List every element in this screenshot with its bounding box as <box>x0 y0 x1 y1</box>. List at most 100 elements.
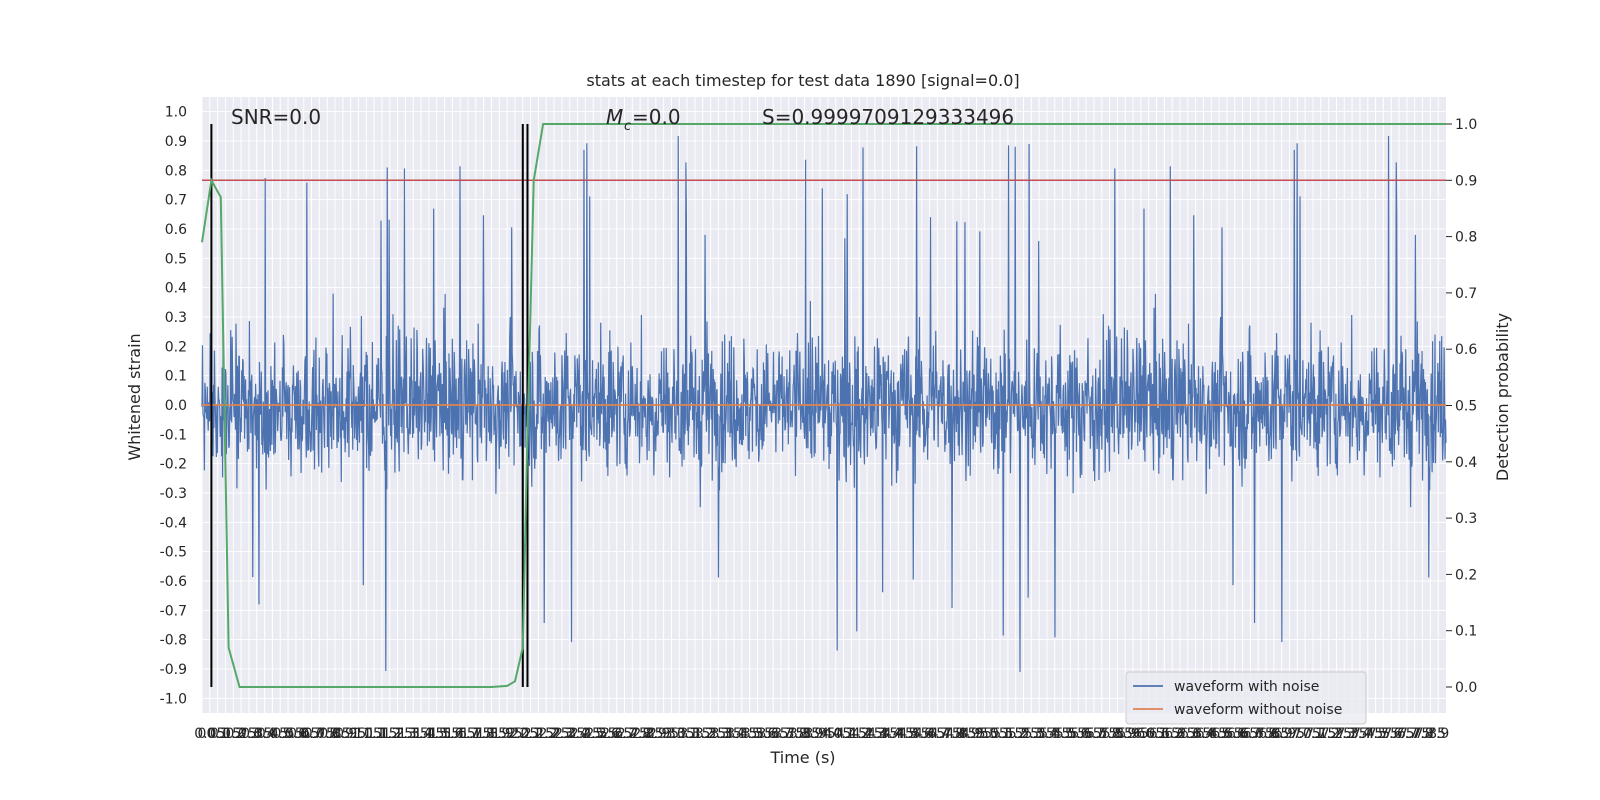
x-tick-label: 3.65 <box>758 726 789 742</box>
y-tick-label: -1.0 <box>160 691 187 707</box>
x-tick-label: 6.4 <box>1192 726 1214 742</box>
x-tick-label: 0.8 <box>316 726 338 742</box>
x-tick-label: 0.85 <box>319 726 350 742</box>
x-tick-label: 0.9 <box>332 726 354 742</box>
x-tick-label: 1.35 <box>398 726 429 742</box>
x-tick-label: 1 <box>354 726 363 742</box>
x-tick-label: 1.3 <box>394 726 416 742</box>
x-tick-label: 1.65 <box>445 726 476 742</box>
x-tick-label: 2.65 <box>601 726 632 742</box>
x-axis-label: Time (s) <box>769 748 835 767</box>
x-tick-label: 5.75 <box>1086 726 1117 742</box>
y-tick-label: 0.2 <box>165 339 187 355</box>
x-tick-label: 1.75 <box>460 726 491 742</box>
x-tick-label: 5.85 <box>1102 726 1133 742</box>
y-right-tick-label: 0.7 <box>1455 286 1477 302</box>
y-tick-label: -0.9 <box>160 662 187 678</box>
x-tick-label: 2.05 <box>507 726 538 742</box>
chart-title: stats at each timestep for test data 189… <box>586 71 1019 90</box>
x-tick-label: 5.1 <box>989 726 1011 742</box>
x-tick-label: 5.55 <box>1055 726 1086 742</box>
x-tick-label: 3.4 <box>723 726 745 742</box>
x-tick-label: 7.7 <box>1396 726 1418 742</box>
x-tick-label: 0.1 <box>207 726 229 742</box>
legend-label-clean: waveform without noise <box>1174 702 1342 718</box>
y-axis-right-label: Detection probability <box>1493 313 1512 481</box>
x-tick-label: 4.35 <box>867 726 898 742</box>
x-tick-label: 2.2 <box>535 726 557 742</box>
y-tick-label: 0.6 <box>165 222 187 238</box>
y-right-tick-label: 0.8 <box>1455 230 1477 246</box>
x-tick-label: 6.1 <box>1145 726 1167 742</box>
x-tick-label: 0.7 <box>300 726 322 742</box>
x-tick-label: 6.55 <box>1211 726 1242 742</box>
x-tick-label: 1.05 <box>351 726 382 742</box>
x-tick-label: 6.7 <box>1239 726 1261 742</box>
x-tick-label: 4.6 <box>911 726 933 742</box>
x-tick-label: 1.25 <box>382 726 413 742</box>
x-tick-label: 0 <box>198 726 207 742</box>
legend-box <box>1125 671 1367 725</box>
y-tick-label: 0.4 <box>165 281 187 297</box>
y-right-tick-label: 0.4 <box>1455 455 1477 471</box>
x-tick-label: 2.55 <box>585 726 616 742</box>
x-tick-label: 4.05 <box>820 726 851 742</box>
x-tick-label: 5.3 <box>1020 726 1042 742</box>
x-tick-label: 4.7 <box>926 726 948 742</box>
y-tick-label: 0.0 <box>165 398 187 414</box>
x-tick-label: 7.2 <box>1318 726 1340 742</box>
s-statistic-annotation: S=0.9999709129333496 <box>762 105 1014 129</box>
x-tick-label: 0.6 <box>285 726 307 742</box>
x-tick-label: 2.7 <box>613 726 635 742</box>
y-right-tick-label: 0.6 <box>1455 342 1477 358</box>
x-tick-label: 1.8 <box>473 726 495 742</box>
x-tick-label: 1.7 <box>457 726 479 742</box>
x-tick-label: 0.65 <box>288 726 319 742</box>
x-tick-label: 7.1 <box>1302 726 1324 742</box>
y-axis-ticks: 1.0 0.9 0.8 0.7 0.6 0.5 0.4 0.3 0.2 0.1 0.0 -0.1 -0.… <box>160 105 187 708</box>
waveform-with-noise-line <box>201 136 1447 672</box>
x-tick-label: 7.25 <box>1321 726 1352 742</box>
x-tick-label: 2.1 <box>519 726 541 742</box>
x-tick-label: 3.3 <box>707 726 729 742</box>
series-detection-probability <box>201 123 1446 688</box>
y-right-tick-label: 1.0 <box>1455 117 1477 133</box>
x-tick-label: 7.65 <box>1383 726 1414 742</box>
x-tick-label: 5.4 <box>1036 726 1058 742</box>
x-tick-label: 6.85 <box>1258 726 1289 742</box>
y-tick-label: -0.1 <box>160 427 187 443</box>
y-tick-label: -0.8 <box>160 633 187 649</box>
x-tick-label: 3.8 <box>785 726 807 742</box>
x-tick-label: 2.85 <box>632 726 663 742</box>
x-tick-label: 4.3 <box>864 726 886 742</box>
y-right-tick-label: 0.9 <box>1455 173 1477 189</box>
x-tick-label: 0.45 <box>257 726 288 742</box>
detection-probability-line <box>201 123 1446 688</box>
x-tick-label: 6 <box>1136 726 1145 742</box>
x-tick-label: 3.85 <box>789 726 820 742</box>
x-tick-label: 4.45 <box>883 726 914 742</box>
y-right-tick-label: 0.3 <box>1455 511 1477 527</box>
x-tick-label: 6.2 <box>1161 726 1183 742</box>
x-tick-label: 3.9 <box>801 726 823 742</box>
x-tick-label: 6.15 <box>1149 726 1180 742</box>
x-tick-label: 7.55 <box>1368 726 1399 742</box>
x-tick-label: 0.75 <box>304 726 335 742</box>
x-tick-label: 5.65 <box>1071 726 1102 742</box>
x-tick-label: 1.55 <box>429 726 460 742</box>
legend-label-noise: waveform with noise <box>1174 679 1319 695</box>
x-tick-label: 7.5 <box>1364 726 1386 742</box>
x-tick-label: 7 <box>1293 726 1302 742</box>
x-tick-label: 3.5 <box>739 726 761 742</box>
x-tick-label: 0.2 <box>222 726 244 742</box>
x-tick-label: 7.35 <box>1337 726 1368 742</box>
x-tick-label: 3.1 <box>676 726 698 742</box>
x-tick-label: 5.05 <box>977 726 1008 742</box>
x-tick-label: 5.6 <box>1067 726 1089 742</box>
x-tick-label: 5 <box>980 726 989 742</box>
x-tick-label: 6.9 <box>1271 726 1293 742</box>
x-tick-label: 0.5 <box>269 726 291 742</box>
x-tick-label: 7.45 <box>1352 726 1383 742</box>
x-tick-label: 0.3 <box>238 726 260 742</box>
x-tick-label: 5.8 <box>1098 726 1120 742</box>
